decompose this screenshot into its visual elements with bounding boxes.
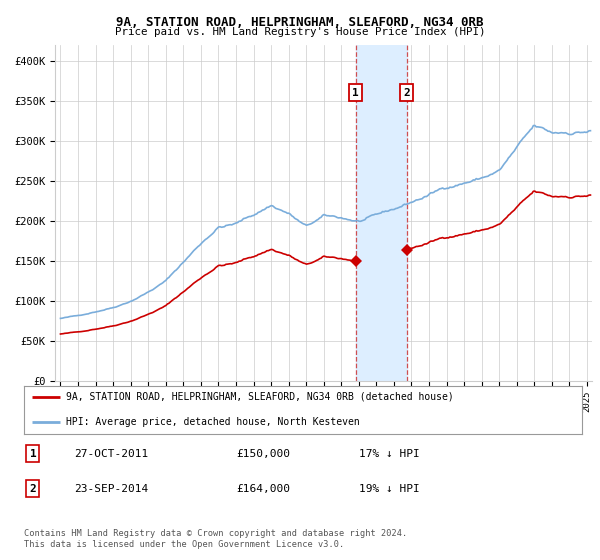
Bar	[356, 45, 407, 381]
Text: 27-OCT-2011: 27-OCT-2011	[74, 449, 148, 459]
Text: 23-SEP-2014: 23-SEP-2014	[74, 484, 148, 493]
Text: 2: 2	[29, 484, 37, 493]
Text: 9A, STATION ROAD, HELPRINGHAM, SLEAFORD, NG34 0RB: 9A, STATION ROAD, HELPRINGHAM, SLEAFORD,…	[116, 16, 484, 29]
Text: HPI: Average price, detached house, North Kesteven: HPI: Average price, detached house, Nort…	[66, 417, 359, 427]
Text: 1: 1	[29, 449, 37, 459]
Text: 1: 1	[352, 88, 359, 98]
Text: 19% ↓ HPI: 19% ↓ HPI	[359, 484, 419, 493]
Text: 17% ↓ HPI: 17% ↓ HPI	[359, 449, 419, 459]
Text: 9A, STATION ROAD, HELPRINGHAM, SLEAFORD, NG34 0RB (detached house): 9A, STATION ROAD, HELPRINGHAM, SLEAFORD,…	[66, 392, 454, 402]
Text: Contains HM Land Registry data © Crown copyright and database right 2024.
This d: Contains HM Land Registry data © Crown c…	[24, 529, 407, 549]
Text: Price paid vs. HM Land Registry's House Price Index (HPI): Price paid vs. HM Land Registry's House …	[115, 27, 485, 37]
Text: £164,000: £164,000	[236, 484, 290, 493]
Text: £150,000: £150,000	[236, 449, 290, 459]
Text: 2: 2	[403, 88, 410, 98]
